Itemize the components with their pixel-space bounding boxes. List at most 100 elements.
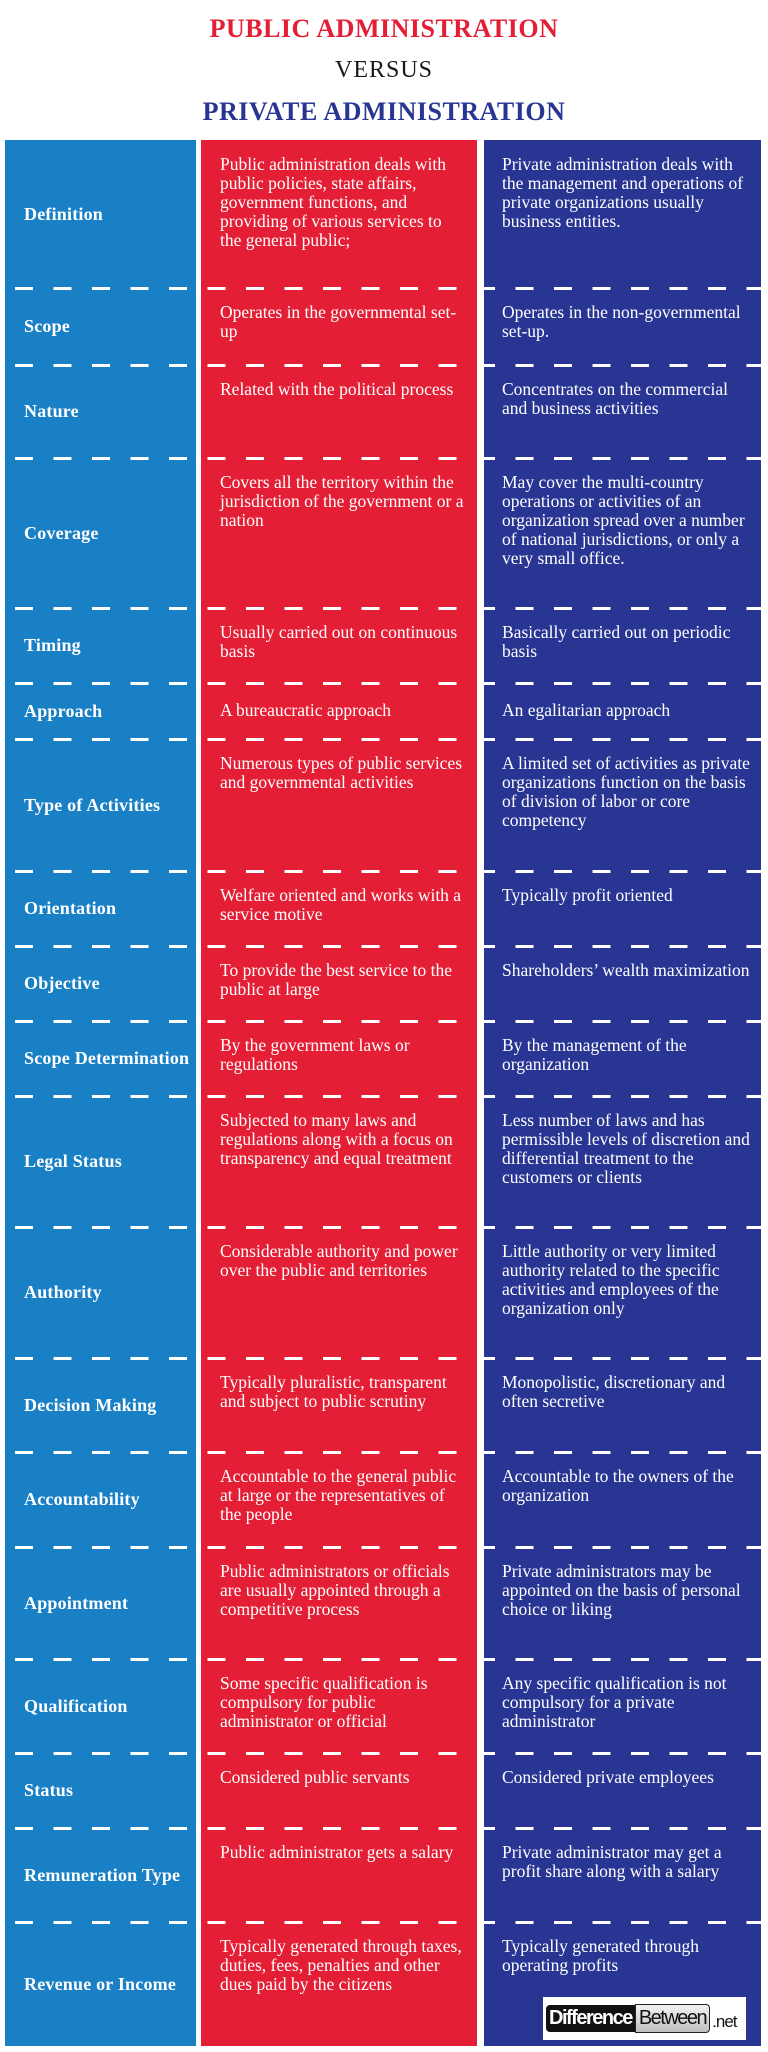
table-row: Definition Public administration deals w… xyxy=(0,140,768,288)
table-row: Qualification Some specific qualificatio… xyxy=(0,1659,768,1753)
public-cell: Operates in the governmental set-up xyxy=(220,302,457,341)
table-row: Orientation Welfare oriented and works w… xyxy=(0,871,768,946)
table-row: Revenue or Income Typically generated th… xyxy=(0,1922,768,2046)
private-cell: Private administration deals with the ma… xyxy=(502,154,744,231)
public-cell: By the government laws or regulations xyxy=(220,1035,410,1074)
row-divider xyxy=(5,364,761,367)
row-label: Qualification xyxy=(24,1695,128,1716)
row-divider xyxy=(5,1752,761,1755)
public-cell: A bureaucratic approach xyxy=(220,700,392,720)
differencebetween-logo[interactable]: Difference Between .net xyxy=(543,1997,746,2040)
public-cell: Usually carried out on continuous basis xyxy=(220,622,458,661)
row-divider xyxy=(5,1921,761,1924)
table-row: Scope Determination By the government la… xyxy=(0,1021,768,1096)
row-label: Authority xyxy=(24,1282,102,1302)
row-label: Revenue or Income xyxy=(24,1973,177,1994)
public-cell: Public administrator gets a salary xyxy=(220,1842,454,1862)
private-cell: Monopolistic, discretionary and often se… xyxy=(502,1372,726,1411)
logo-word-difference: Difference xyxy=(546,2005,635,2032)
row-label: Decision Making xyxy=(24,1394,157,1415)
row-label: Accountability xyxy=(24,1489,140,1509)
private-cell: Typically generated through operating pr… xyxy=(502,1936,700,1975)
row-label: Orientation xyxy=(24,898,117,918)
public-cell: Considered public servants xyxy=(220,1767,410,1787)
row-divider xyxy=(5,287,761,290)
table-row: Legal Status Subjected to many laws and … xyxy=(0,1096,768,1227)
public-cell: Public administration deals with public … xyxy=(220,154,447,250)
private-cell: Private administrator may get a profit s… xyxy=(502,1842,722,1881)
row-divider xyxy=(5,870,761,873)
row-label: Objective xyxy=(24,973,100,993)
table-row: Nature Related with the political proces… xyxy=(0,365,768,458)
logo-word-net: .net xyxy=(712,2011,737,2031)
private-cell: Operates in the non-governmental set-up. xyxy=(502,302,741,341)
row-label: Definition xyxy=(24,203,104,224)
public-cell: Typically generated through taxes, dutie… xyxy=(220,1936,462,1994)
public-cell: Subjected to many laws and regulations a… xyxy=(220,1110,453,1168)
row-label: Type of Activities xyxy=(24,794,161,815)
row-divider xyxy=(5,738,761,741)
row-label: Legal Status xyxy=(24,1151,122,1171)
public-cell: Covers all the territory within the juri… xyxy=(220,472,464,530)
table-row: Authority Considerable authority and pow… xyxy=(0,1227,768,1358)
public-cell: Considerable authority and power over th… xyxy=(220,1241,458,1280)
private-cell: Considered private employees xyxy=(502,1767,714,1787)
private-cell: By the management of the organization xyxy=(502,1035,687,1074)
table-row: Decision Making Typically pluralistic, t… xyxy=(0,1358,768,1452)
public-cell: Numerous types of public services and go… xyxy=(220,753,463,792)
row-label: Scope Determination xyxy=(24,1048,190,1068)
public-cell: Some specific qualification is compulsor… xyxy=(220,1673,428,1731)
row-divider xyxy=(5,1020,761,1023)
public-cell: To provide the best service to the publi… xyxy=(220,960,453,999)
public-cell: Accountable to the general public at lar… xyxy=(220,1466,457,1524)
logo-word-between: Between xyxy=(634,2004,711,2033)
table-row: Timing Usually carried out on continuous… xyxy=(0,608,768,683)
title-private-administration: PRIVATE ADMINISTRATION xyxy=(202,97,566,126)
title-public-administration: PUBLIC ADMINISTRATION xyxy=(209,14,559,43)
private-cell: Any specific qualification is not compul… xyxy=(502,1673,727,1731)
row-divider xyxy=(5,1451,761,1454)
row-divider xyxy=(5,607,761,610)
row-label: Appointment xyxy=(24,1592,129,1613)
row-divider xyxy=(5,1226,761,1229)
row-label: Scope xyxy=(24,316,70,336)
public-cell: Welfare oriented and works with a servic… xyxy=(220,885,462,924)
row-divider xyxy=(5,682,761,685)
private-cell: Private administrators may be appointed … xyxy=(502,1561,741,1619)
row-divider xyxy=(5,1095,761,1098)
table-row: Coverage Covers all the territory within… xyxy=(0,458,768,608)
private-cell: Less number of laws and has permissible … xyxy=(502,1110,750,1187)
private-cell: A limited set of activities as private o… xyxy=(502,753,750,830)
table-row: Appointment Public administrators or off… xyxy=(0,1547,768,1659)
table-row: Objective To provide the best service to… xyxy=(0,946,768,1021)
table-row: Status Considered public servants Consid… xyxy=(0,1753,768,1828)
private-cell: An egalitarian approach xyxy=(502,700,671,720)
row-label: Nature xyxy=(24,401,79,421)
private-cell: Concentrates on the commercial and busin… xyxy=(502,379,728,418)
row-divider xyxy=(5,1357,761,1360)
public-cell: Public administrators or officials are u… xyxy=(220,1561,450,1619)
private-cell: Typically profit oriented xyxy=(502,885,673,905)
row-label: Remuneration Type xyxy=(24,1864,181,1885)
table-row: Type of Activities Numerous types of pub… xyxy=(0,739,768,871)
title-versus: VERSUS xyxy=(334,57,434,83)
table-row: Approach A bureaucratic approach An egal… xyxy=(0,683,768,739)
row-label: Timing xyxy=(24,635,81,655)
row-label: Coverage xyxy=(24,522,99,543)
table-row: Scope Operates in the governmental set-u… xyxy=(0,288,768,365)
row-divider xyxy=(5,1658,761,1661)
row-divider xyxy=(5,1546,761,1549)
row-divider xyxy=(5,1827,761,1830)
row-label: Approach xyxy=(24,700,103,721)
private-cell: Accountable to the owners of the organiz… xyxy=(502,1466,734,1505)
private-cell: Little authority or very limited authori… xyxy=(502,1241,720,1318)
table-row: Remuneration Type Public administrator g… xyxy=(0,1828,768,1922)
public-cell: Related with the political process xyxy=(220,379,454,399)
public-cell: Typically pluralistic, transparent and s… xyxy=(220,1372,447,1411)
private-cell: Shareholders’ wealth maximization xyxy=(502,960,750,980)
row-divider xyxy=(5,457,761,460)
private-cell: May cover the multi-country operations o… xyxy=(502,472,745,568)
row-label: Status xyxy=(24,1780,74,1800)
table-row: Accountability Accountable to the genera… xyxy=(0,1452,768,1547)
row-divider xyxy=(5,945,761,948)
